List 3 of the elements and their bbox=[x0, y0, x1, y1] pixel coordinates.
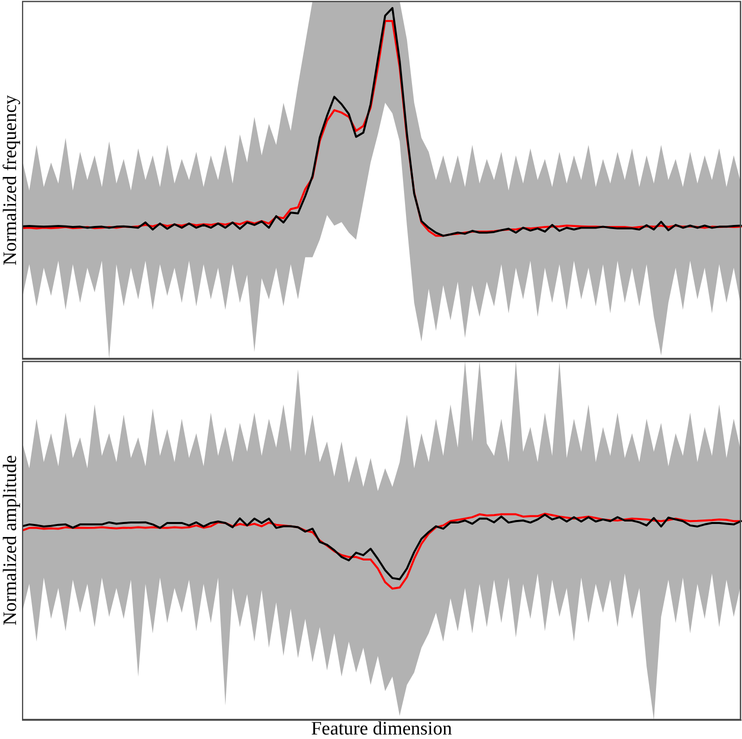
x-axis-title: Feature dimension bbox=[311, 718, 452, 739]
y-axis-title: Normalized amplitude bbox=[0, 455, 21, 626]
y-axis-title: Normalized frequency bbox=[0, 94, 21, 266]
